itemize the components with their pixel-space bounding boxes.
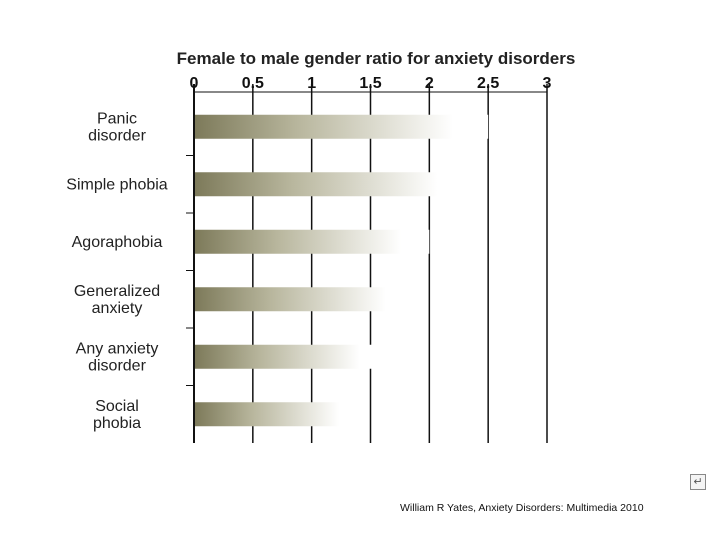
category-label: Simple phobia: [66, 176, 168, 193]
bar: [195, 402, 359, 427]
category-label: Social: [95, 398, 139, 415]
x-tick-label: 1.5: [359, 75, 381, 92]
category-label: disorder: [88, 127, 146, 144]
category-label: Generalized: [74, 283, 160, 300]
x-tick-label: 3: [543, 75, 552, 92]
chart-title: Female to male gender ratio for anxiety …: [177, 49, 576, 68]
x-tick-label: 2: [425, 75, 434, 92]
x-tick-label: 2.5: [477, 75, 499, 92]
bar: [195, 172, 471, 197]
bar: [195, 114, 489, 139]
x-tick-label: 1: [307, 75, 316, 92]
x-tick-label: 0: [190, 75, 199, 92]
return-arrow-icon[interactable]: ↵: [690, 474, 706, 490]
x-tick-label: 0.5: [242, 75, 264, 92]
bar: [195, 344, 383, 369]
source-credit: William R Yates, Anxiety Disorders: Mult…: [400, 502, 644, 514]
bar-chart: Female to male gender ratio for anxiety …: [66, 49, 576, 443]
category-label: phobia: [93, 415, 141, 432]
category-label: Panic: [97, 110, 137, 127]
category-label: Agoraphobia: [72, 234, 163, 251]
bar: [195, 229, 430, 254]
category-label: anxiety: [92, 300, 143, 317]
category-label: Any anxiety: [76, 340, 159, 357]
category-label: disorder: [88, 357, 146, 374]
bar: [195, 287, 412, 312]
